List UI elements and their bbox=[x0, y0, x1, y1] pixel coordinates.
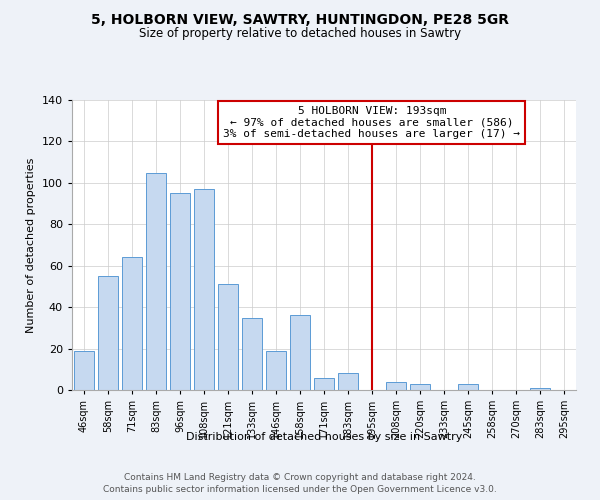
Text: 5 HOLBORN VIEW: 193sqm
← 97% of detached houses are smaller (586)
3% of semi-det: 5 HOLBORN VIEW: 193sqm ← 97% of detached… bbox=[223, 106, 520, 139]
Y-axis label: Number of detached properties: Number of detached properties bbox=[26, 158, 36, 332]
Bar bbox=[146, 172, 166, 390]
Bar bbox=[74, 350, 94, 390]
Bar bbox=[170, 193, 190, 390]
Text: Size of property relative to detached houses in Sawtry: Size of property relative to detached ho… bbox=[139, 28, 461, 40]
Bar bbox=[458, 384, 478, 390]
Bar bbox=[290, 316, 310, 390]
Bar bbox=[122, 258, 142, 390]
Bar bbox=[338, 374, 358, 390]
Bar bbox=[218, 284, 238, 390]
Bar bbox=[98, 276, 118, 390]
Bar bbox=[242, 318, 262, 390]
Bar bbox=[386, 382, 406, 390]
Bar bbox=[314, 378, 334, 390]
Text: Contains HM Land Registry data © Crown copyright and database right 2024.: Contains HM Land Registry data © Crown c… bbox=[124, 472, 476, 482]
Bar bbox=[530, 388, 550, 390]
Bar bbox=[194, 189, 214, 390]
Text: Contains public sector information licensed under the Open Government Licence v3: Contains public sector information licen… bbox=[103, 485, 497, 494]
Text: 5, HOLBORN VIEW, SAWTRY, HUNTINGDON, PE28 5GR: 5, HOLBORN VIEW, SAWTRY, HUNTINGDON, PE2… bbox=[91, 12, 509, 26]
Bar bbox=[266, 350, 286, 390]
Bar bbox=[410, 384, 430, 390]
Text: Distribution of detached houses by size in Sawtry: Distribution of detached houses by size … bbox=[186, 432, 462, 442]
